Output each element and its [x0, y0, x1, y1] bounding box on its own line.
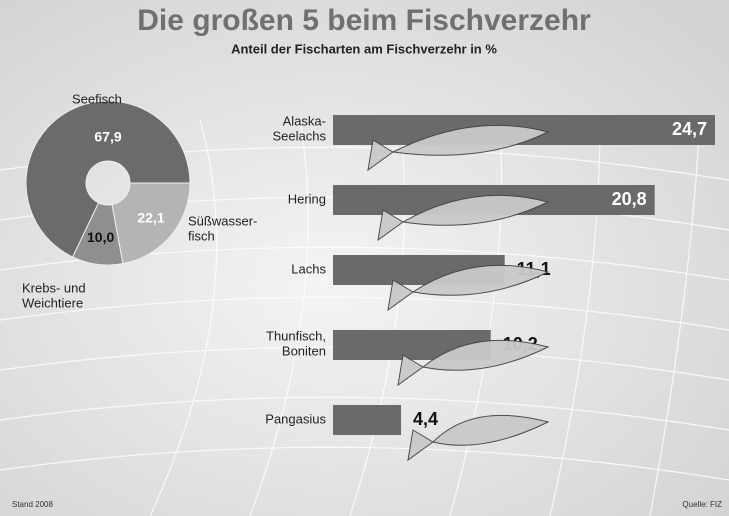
- title: Die großen 5 beim Fischverzehr: [137, 4, 591, 37]
- donut-category-label: Seefisch: [72, 91, 122, 106]
- donut-value-label: 67,9: [94, 129, 121, 145]
- bar-category-label: Lachs: [291, 261, 326, 276]
- bar-value-label: 20,8: [612, 189, 647, 209]
- bar-value-label: 24,7: [672, 119, 707, 139]
- footer-left: Stand 2008: [12, 500, 53, 509]
- bar-value-label: 4,4: [413, 409, 438, 429]
- bar-category-label: Pangasius: [265, 411, 326, 426]
- subtitle: Anteil der Fischarten am Fischverzehr in…: [231, 41, 497, 56]
- donut-value-label: 10,0: [87, 229, 114, 245]
- bar-category-label: Hering: [288, 191, 326, 206]
- donut-value-label: 22,1: [137, 210, 164, 226]
- infographic: Die großen 5 beim Fischverzehr Anteil de…: [0, 0, 729, 516]
- footer-right: Quelle: FIZ: [682, 500, 722, 509]
- bar: [333, 405, 401, 435]
